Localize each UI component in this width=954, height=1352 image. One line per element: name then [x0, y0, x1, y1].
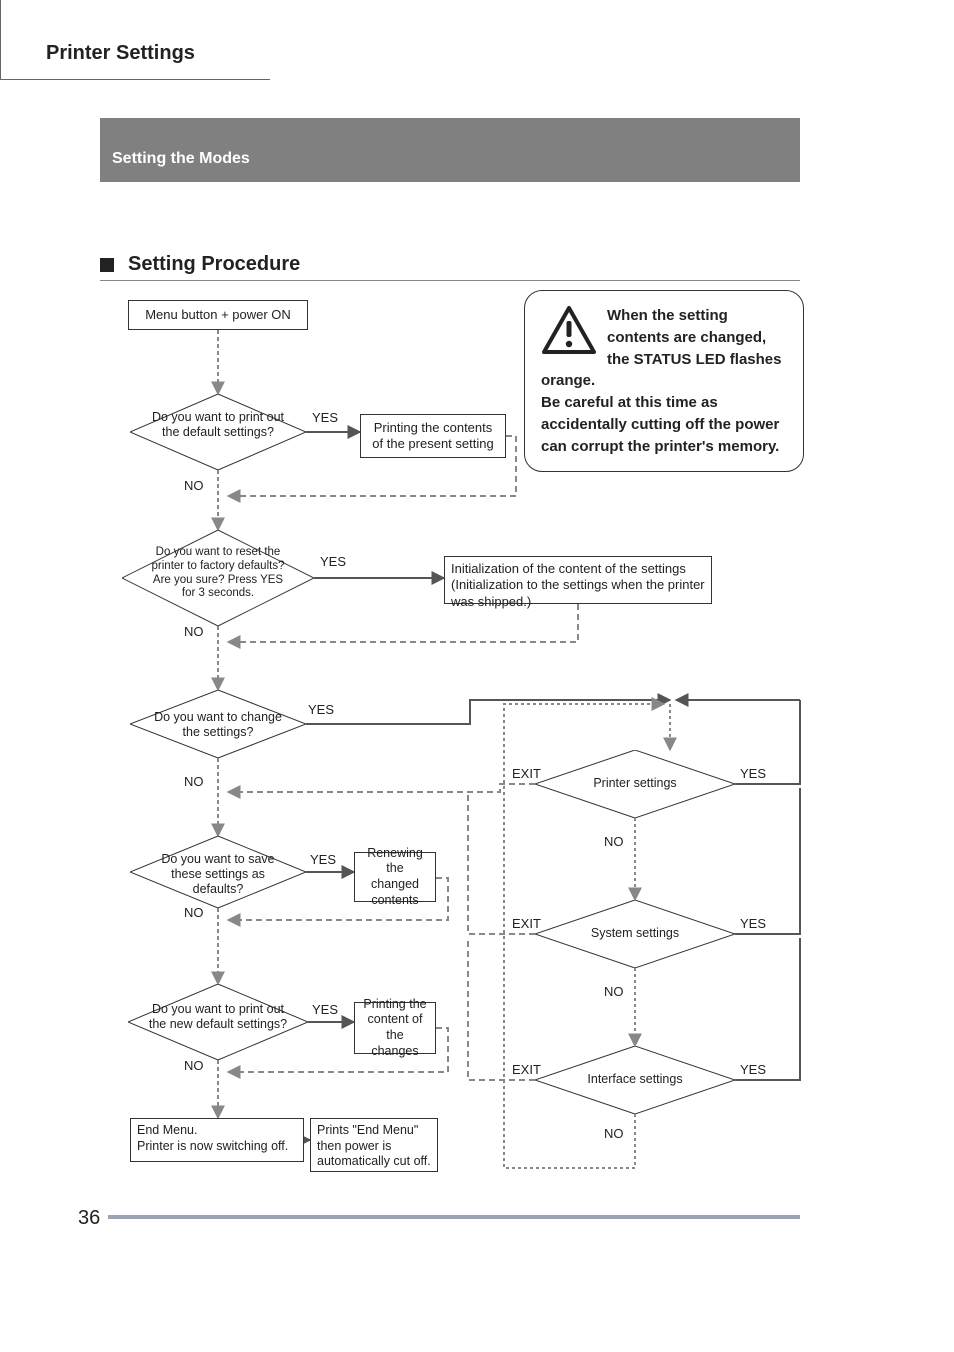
- node-start: Menu button + power ON: [128, 300, 308, 330]
- warning-icon: [541, 305, 597, 357]
- exit-r1: EXIT: [512, 766, 541, 781]
- no-r3: NO: [604, 1126, 624, 1141]
- yes-r2: YES: [740, 916, 766, 931]
- section-underline: [100, 280, 800, 281]
- no-r2: NO: [604, 984, 624, 999]
- no-r1: NO: [604, 834, 624, 849]
- no-d1: NO: [184, 478, 204, 493]
- no-d2: NO: [184, 624, 204, 639]
- label-d2: Do you want to reset the printer to fact…: [148, 546, 288, 601]
- yes-d3: YES: [308, 702, 334, 717]
- yes-d2: YES: [320, 554, 346, 569]
- yes-d5: YES: [312, 1002, 338, 1017]
- label-d1: Do you want to print out the default set…: [148, 410, 288, 440]
- node-end1: End Menu. Printer is now switching off.: [130, 1118, 304, 1162]
- label-r1: Printer settings: [565, 776, 705, 791]
- callout-line2: Be careful at this time as accidentally …: [541, 394, 779, 455]
- section-heading: Setting Procedure: [100, 253, 300, 276]
- section-title: Setting Procedure: [128, 253, 300, 276]
- header-divider: [0, 0, 270, 80]
- warning-callout: When the setting contents are changed, t…: [524, 290, 804, 472]
- footer-rule: [108, 1215, 800, 1219]
- yes-r1: YES: [740, 766, 766, 781]
- label-d5: Do you want to print out the new default…: [148, 1002, 288, 1032]
- yes-r3: YES: [740, 1062, 766, 1077]
- page-title: Printer Settings: [46, 42, 195, 65]
- node-p4: Renewing the changed contents: [354, 852, 436, 902]
- node-p2: Initialization of the content of the set…: [444, 556, 712, 604]
- section-bar: Setting the Modes: [100, 118, 800, 182]
- no-d4: NO: [184, 905, 204, 920]
- bullet-icon: [100, 258, 114, 272]
- node-end2: Prints "End Menu" then power is automati…: [310, 1118, 438, 1172]
- yes-d1: YES: [312, 410, 338, 425]
- no-d5: NO: [184, 1058, 204, 1073]
- exit-r2: EXIT: [512, 916, 541, 931]
- no-d3: NO: [184, 774, 204, 789]
- page-number: 36: [78, 1207, 100, 1230]
- label-d3: Do you want to change the settings?: [148, 710, 288, 740]
- node-p1: Printing the contents of the present set…: [360, 414, 506, 458]
- label-r3: Interface settings: [565, 1072, 705, 1087]
- label-r2: System settings: [565, 926, 705, 941]
- node-p5: Printing the content of the changes: [354, 1002, 436, 1054]
- label-d4: Do you want to save these settings as de…: [148, 852, 288, 897]
- yes-d4: YES: [310, 852, 336, 867]
- exit-r3: EXIT: [512, 1062, 541, 1077]
